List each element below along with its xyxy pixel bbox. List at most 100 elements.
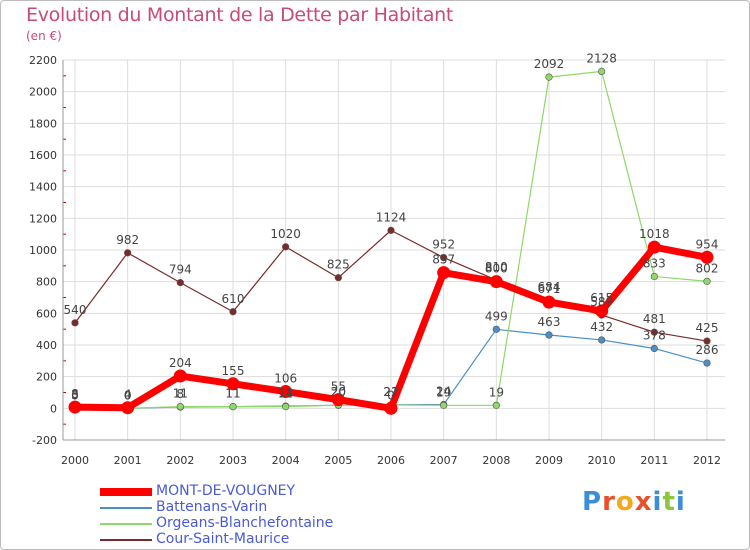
- x-tick-label: 2007: [430, 454, 458, 467]
- data-label-orgeans-blanchefontaine: 20: [331, 385, 346, 399]
- data-point-orgeans-blanchefontaine: [492, 401, 500, 409]
- data-point-cour-saint-maurice: [176, 279, 184, 287]
- x-tick-label: 2003: [219, 454, 247, 467]
- data-point-orgeans-blanchefontaine: [703, 277, 711, 285]
- data-point-battenans-varin: [545, 331, 553, 339]
- data-label-battenans-varin: 20: [331, 385, 346, 399]
- legend-label: MONT-DE-VOUGNEY: [156, 483, 296, 499]
- y-tick-label: 400: [36, 339, 57, 352]
- data-point-cour-saint-maurice: [334, 274, 342, 282]
- data-label-battenans-varin: 14: [278, 386, 293, 400]
- data-label-mont-de-vougney: 0: [387, 388, 395, 402]
- data-point-cour-saint-maurice: [71, 319, 79, 327]
- data-label-orgeans-blanchefontaine: 11: [278, 387, 293, 401]
- data-label-mont-de-vougney: 615: [590, 291, 613, 305]
- data-label-mont-de-vougney: 857: [432, 253, 455, 267]
- data-label-cour-saint-maurice: 481: [643, 312, 666, 326]
- data-point-mont-de-vougney: [595, 304, 609, 318]
- data-point-mont-de-vougney: [173, 369, 187, 383]
- data-point-cour-saint-maurice: [650, 328, 658, 336]
- data-label-orgeans-blanchefontaine: 21: [383, 385, 398, 399]
- data-label-battenans-varin: 0: [124, 388, 132, 402]
- data-label-cour-saint-maurice: 982: [116, 233, 139, 247]
- data-point-mont-de-vougney: [384, 401, 398, 415]
- data-label-cour-saint-maurice: 610: [222, 292, 245, 306]
- data-point-orgeans-blanchefontaine: [545, 73, 553, 81]
- data-point-mont-de-vougney: [279, 385, 293, 399]
- data-label-battenans-varin: 3: [71, 388, 79, 402]
- data-label-cour-saint-maurice: 589: [590, 295, 613, 309]
- x-tick-label: 2005: [324, 454, 352, 467]
- data-label-cour-saint-maurice: 1124: [376, 210, 407, 224]
- data-point-cour-saint-maurice: [124, 249, 132, 257]
- y-tick-label: 1600: [29, 149, 57, 162]
- data-point-battenans-varin: [492, 325, 500, 333]
- data-label-mont-de-vougney: 1018: [639, 227, 670, 241]
- data-point-battenans-varin: [650, 344, 658, 353]
- y-tick-label: 1200: [29, 212, 57, 225]
- data-label-orgeans-blanchefontaine: 2128: [586, 51, 617, 65]
- data-label-cour-saint-maurice: 1020: [270, 227, 301, 241]
- data-point-orgeans-blanchefontaine: [282, 402, 290, 411]
- legend-label: Battenans-Varin: [156, 499, 268, 515]
- data-label-mont-de-vougney: 55: [331, 380, 346, 394]
- data-point-mont-de-vougney: [331, 393, 345, 407]
- y-tick-label: 200: [36, 371, 57, 384]
- data-label-battenans-varin: 22: [383, 385, 398, 399]
- y-tick-label: 0: [50, 402, 57, 415]
- y-tick-label: 1800: [29, 117, 57, 130]
- data-label-battenans-varin: 24: [436, 385, 451, 399]
- data-label-battenans-varin: 11: [225, 387, 240, 401]
- data-label-orgeans-blanchefontaine: 11: [225, 387, 240, 401]
- data-label-battenans-varin: 8: [177, 387, 185, 401]
- logo-letter: r: [602, 487, 616, 517]
- legend-label: Orgeans-Blanchefontaine: [156, 515, 334, 531]
- data-label-orgeans-blanchefontaine: 833: [643, 256, 666, 270]
- data-point-mont-de-vougney: [437, 266, 451, 280]
- data-point-orgeans-blanchefontaine: [440, 401, 448, 409]
- data-point-orgeans-blanchefontaine: [650, 272, 658, 281]
- data-point-battenans-varin: [598, 336, 606, 344]
- data-point-cour-saint-maurice: [387, 226, 395, 234]
- grid-layer: [63, 59, 725, 441]
- data-point-orgeans-blanchefontaine: [598, 67, 606, 75]
- data-label-mont-de-vougney: 4: [124, 388, 132, 402]
- chart-title: Evolution du Montant de la Dette par Hab…: [26, 4, 454, 26]
- y-tick-label: 2000: [29, 86, 57, 99]
- x-tick-label: 2002: [166, 454, 194, 467]
- data-point-cour-saint-maurice: [229, 308, 237, 316]
- proxiti-logo: Proxiti: [582, 487, 686, 517]
- legend-label: Cour-Saint-Maurice: [156, 531, 290, 547]
- data-label-cour-saint-maurice: 540: [64, 303, 87, 317]
- logo-letter: i: [652, 487, 663, 517]
- data-point-mont-de-vougney: [226, 377, 240, 391]
- data-label-battenans-varin: 432: [590, 320, 613, 334]
- data-label-mont-de-vougney: 671: [538, 282, 561, 296]
- data-label-cour-saint-maurice: 825: [327, 258, 350, 272]
- data-label-orgeans-blanchefontaine: 802: [696, 261, 719, 275]
- axis-layer: -200020040060080010001200140016001800200…: [29, 54, 725, 467]
- x-tick-label: 2012: [693, 454, 721, 467]
- logo-letter: o: [615, 487, 635, 517]
- data-label-mont-de-vougney: 800: [485, 262, 508, 276]
- x-tick-label: 2000: [61, 454, 89, 467]
- data-label-orgeans-blanchefontaine: 11: [173, 387, 188, 401]
- data-label-cour-saint-maurice: 810: [485, 260, 508, 274]
- y-tick-label: -200: [32, 434, 57, 447]
- x-tick-label: 2008: [482, 454, 510, 467]
- data-label-cour-saint-maurice: 684: [538, 280, 561, 294]
- data-point-mont-de-vougney: [700, 250, 714, 264]
- data-point-mont-de-vougney: [68, 400, 82, 414]
- data-label-mont-de-vougney: 106: [274, 372, 297, 386]
- data-point-orgeans-blanchefontaine: [176, 402, 184, 411]
- data-point-mont-de-vougney: [542, 295, 556, 309]
- series-layer: [68, 67, 714, 415]
- logo-letter: x: [634, 487, 653, 517]
- data-label-cour-saint-maurice: 794: [169, 263, 192, 277]
- data-label-battenans-varin: 378: [643, 328, 666, 342]
- x-tick-label: 2001: [114, 454, 142, 467]
- data-point-cour-saint-maurice: [440, 254, 448, 262]
- data-label-mont-de-vougney: 155: [222, 364, 245, 378]
- logo-letter: t: [662, 487, 676, 517]
